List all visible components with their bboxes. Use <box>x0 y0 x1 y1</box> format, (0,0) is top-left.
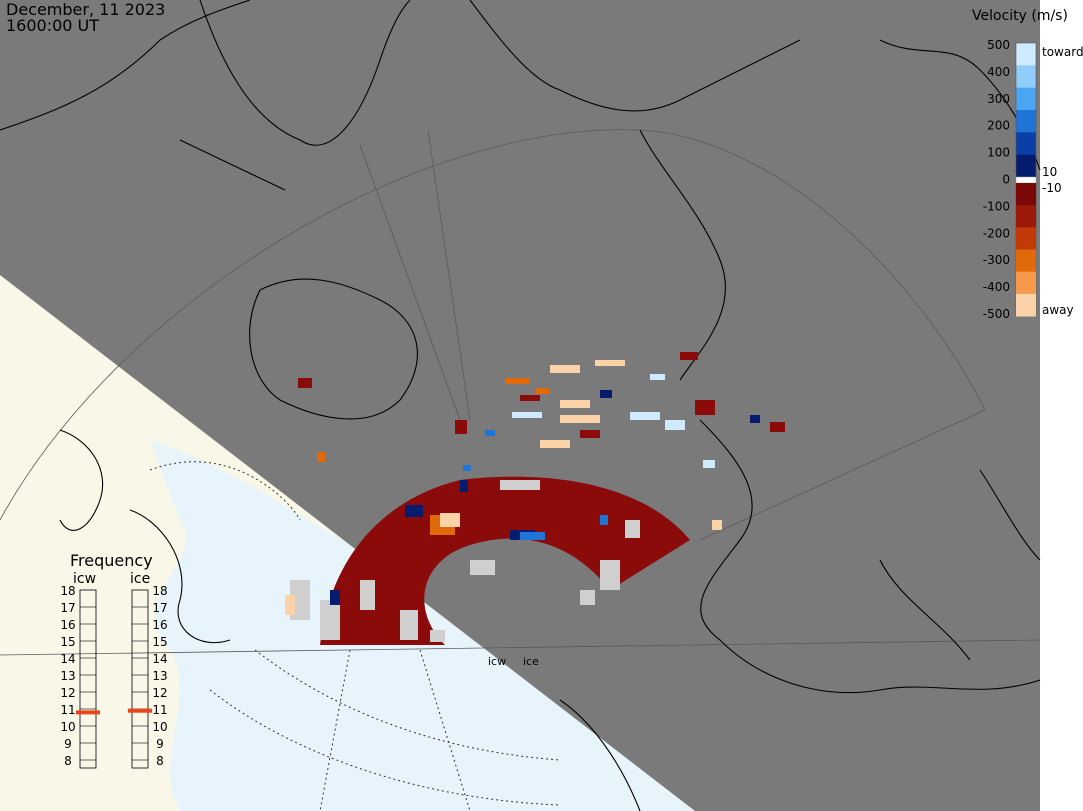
frequency-marker-ice <box>128 708 152 713</box>
frequency-level-label: 16 <box>60 618 75 632</box>
frequency-level-label: 8 <box>156 754 164 768</box>
colorbar-tick-label: 100 <box>987 146 1010 160</box>
frequency-level-label: 15 <box>152 635 167 649</box>
frequency-gauge-icw <box>79 589 97 769</box>
colorbar-away-segment <box>1016 271 1036 295</box>
frequency-level-label: 10 <box>60 720 75 734</box>
colorbar-toward-segment <box>1016 132 1036 156</box>
frequency-level-label: 12 <box>60 686 75 700</box>
colorbar-tick-label: -400 <box>983 280 1010 294</box>
night-region <box>0 0 1040 811</box>
frequency-level-label: 16 <box>152 618 167 632</box>
icw-site-label: icw <box>488 655 506 668</box>
right-margin <box>1040 0 1083 811</box>
coastlines <box>0 0 1041 811</box>
colorbar-tick-label: 300 <box>987 92 1010 106</box>
date-label: December, 11 2023 <box>6 0 165 19</box>
frequency-panel: Frequency icw ice 1817161514131211109818… <box>60 551 168 769</box>
frequency-level-label: 10 <box>152 720 167 734</box>
frequency-level-label: 17 <box>152 601 167 615</box>
frequency-level-label: 14 <box>60 652 75 666</box>
radar-velocity-data <box>285 352 785 645</box>
frequency-level-label: 12 <box>152 686 167 700</box>
colorbar-tick-label: -200 <box>983 226 1010 240</box>
colorbar-tick-label: 500 <box>987 38 1010 52</box>
colorbar-toward-segment <box>1016 154 1036 178</box>
frequency-level-label: 18 <box>152 584 167 598</box>
frequency-level-label: 13 <box>152 669 167 683</box>
frequency-level-label: 11 <box>60 703 75 717</box>
colorbar-neg-threshold: -10 <box>1042 181 1062 195</box>
frequency-gauges: 18 17 16 15 14 13 12 11 10 9 8 18 17 16 15 14 13 12 11 10 9 8 <box>60 584 168 769</box>
colorbar-away-segment <box>1016 227 1036 250</box>
day-grid <box>149 461 561 811</box>
frequency-level-label: 9 <box>64 737 72 751</box>
colorbar-tick-label: -500 <box>983 307 1010 321</box>
frequency-level-label: 18 <box>60 584 75 598</box>
colorbar-toward-segment <box>1016 110 1036 133</box>
colorbar-tick-label: 0 <box>1002 173 1010 187</box>
colorbar-tick-label: -100 <box>983 199 1010 213</box>
frequency-gauge-ice <box>131 589 149 769</box>
frequency-level-label: 15 <box>60 635 75 649</box>
frequency-title: Frequency <box>70 551 153 570</box>
frequency-col-icw: icw <box>73 571 96 587</box>
frequency-level-label: 13 <box>60 669 75 683</box>
frequency-level-label: 11 <box>152 703 167 717</box>
colorbar-away-scale <box>1016 183 1036 317</box>
colorbar-away-segment <box>1016 293 1036 317</box>
frequency-level-label: 8 <box>64 754 72 768</box>
map-grid <box>0 129 1041 656</box>
backscatter-arc <box>320 476 690 645</box>
colorbar-away-segment <box>1016 249 1036 273</box>
colorbar-zero-band <box>1015 176 1037 184</box>
colorbar-title: Velocity (m/s) <box>972 8 1068 24</box>
colorbar-toward-label: toward <box>1042 45 1083 59</box>
colorbar-away-segment <box>1016 183 1036 206</box>
colorbar-away-segment <box>1016 205 1036 228</box>
colorbar-tick-label: 200 <box>987 119 1010 133</box>
ice-site-label: ice <box>523 655 539 668</box>
frequency-marker-icw <box>76 710 100 715</box>
colorbar-ticks: 500 400 300 200 100 0 -100 -200 -300 -400 -500 <box>983 38 1010 321</box>
frequency-col-ice: ice <box>130 571 150 587</box>
radar-sites: icw ice <box>488 655 539 668</box>
colorbar-tick-label: 400 <box>987 65 1010 79</box>
velocity-colorbar: Velocity (m/s) 500 400 300 200 100 0 -100 -200 -… <box>972 8 1083 321</box>
colorbar-toward-segment <box>1016 87 1036 111</box>
frequency-level-label: 14 <box>152 652 167 666</box>
colorbar-toward-scale <box>1015 42 1037 317</box>
frequency-level-label: 9 <box>156 737 164 751</box>
time-label: 1600:00 UT <box>6 16 99 35</box>
frequency-level-label: 17 <box>60 601 75 615</box>
colorbar-toward-segment <box>1016 65 1036 89</box>
colorbar-pos-threshold: 10 <box>1042 165 1057 179</box>
colorbar-toward-segment <box>1016 43 1036 66</box>
colorbar-tick-label: -300 <box>983 253 1010 267</box>
colorbar-away-label: away <box>1042 303 1074 317</box>
